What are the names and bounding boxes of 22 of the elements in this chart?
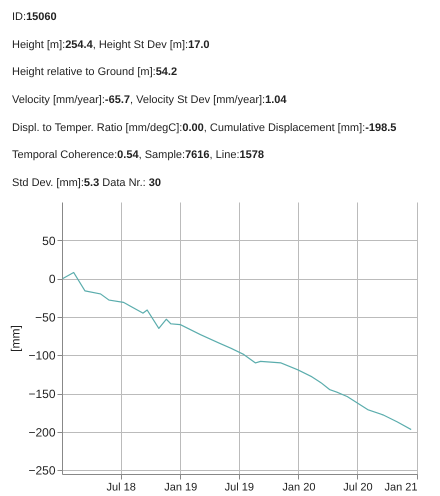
x-tick-label: Jan 19 bbox=[164, 482, 198, 494]
text: Temporal Coherence:0.54, Sample:7616, Line:1578 bbox=[12, 148, 265, 164]
x-tick-label: Jul 20 bbox=[343, 482, 373, 494]
y-tick-label: 0 bbox=[48, 272, 56, 286]
y-tick-label: −250 bbox=[28, 464, 56, 478]
text: Std Dev. [mm]:5.3 Data Nr.: 30 bbox=[12, 176, 162, 192]
x-tick-label: Jan 21 bbox=[384, 482, 418, 494]
y-tick-label: 50 bbox=[42, 234, 56, 248]
y-tick-label: −50 bbox=[35, 310, 56, 324]
text: Displ. to Temper. Ratio [mm/degC]:0.00, Cumulative Displacement [mm]:-198.5 bbox=[12, 120, 398, 136]
line-series bbox=[62, 272, 412, 430]
y-tick-label: −100 bbox=[28, 348, 56, 363]
text: Height relative to Ground [m]:54.2 bbox=[12, 65, 178, 80]
y-tick-label: −150 bbox=[28, 387, 56, 402]
x-tick-label: Jan 20 bbox=[282, 482, 316, 494]
text: ID:15060 bbox=[12, 10, 58, 25]
text: Velocity [mm/year]:-65.7, Velocity St Dev [mm/year]:1.04 bbox=[12, 93, 288, 108]
y-axis-title: [mm] bbox=[8, 325, 22, 352]
y-tick-label: −200 bbox=[28, 425, 56, 440]
x-tick-label: Jul 19 bbox=[224, 482, 254, 494]
text: Height [m]:254.4, Height St Dev [m]:17.0 bbox=[12, 38, 211, 53]
x-tick-label: Jul 18 bbox=[106, 482, 136, 494]
